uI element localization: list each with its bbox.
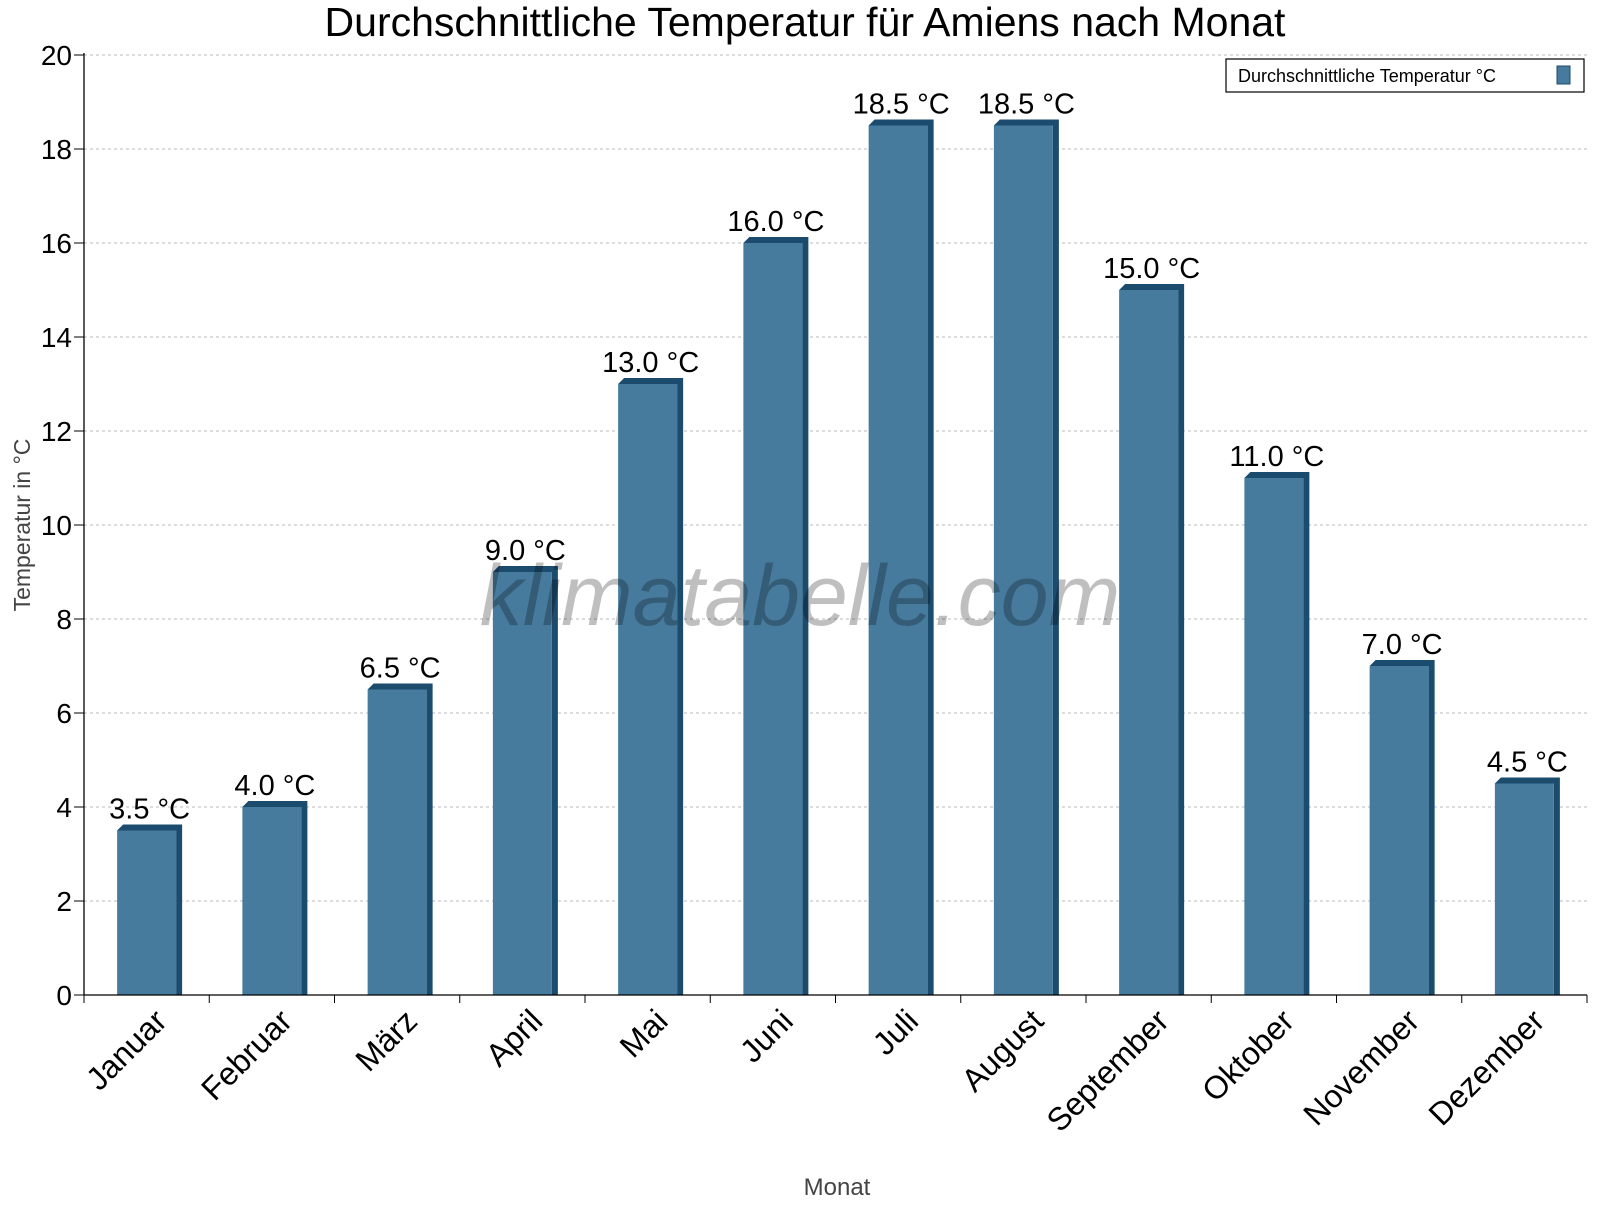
x-tick-label: April bbox=[479, 1002, 550, 1073]
y-tick-label: 0 bbox=[56, 980, 72, 1011]
data-label: 4.0 °C bbox=[234, 770, 315, 802]
legend: Durchschnittliche Temperatur °C bbox=[1225, 58, 1585, 93]
y-tick-label: 20 bbox=[41, 40, 72, 71]
data-label: 4.5 °C bbox=[1487, 747, 1568, 779]
legend-label: Durchschnittliche Temperatur °C bbox=[1238, 66, 1496, 86]
y-tick-label: 12 bbox=[41, 416, 72, 447]
y-tick-label: 8 bbox=[56, 604, 72, 635]
y-tick-label: 10 bbox=[41, 510, 72, 541]
bar bbox=[618, 384, 678, 995]
data-label: 7.0 °C bbox=[1362, 629, 1443, 661]
x-tick-label: März bbox=[348, 1002, 424, 1078]
data-label: 18.5 °C bbox=[853, 89, 950, 121]
gridlines bbox=[84, 54, 1587, 902]
data-label: 18.5 °C bbox=[978, 89, 1075, 121]
data-label: 15.0 °C bbox=[1103, 253, 1200, 285]
x-tick-label: Januar bbox=[79, 1002, 174, 1097]
legend-box bbox=[1225, 58, 1585, 93]
bar bbox=[242, 807, 302, 995]
bar bbox=[743, 243, 803, 995]
y-tick-label: 2 bbox=[56, 886, 72, 917]
bar bbox=[868, 125, 928, 995]
x-tick-label: August bbox=[954, 1002, 1050, 1098]
legend-swatch bbox=[1556, 65, 1571, 85]
x-tick-label: September bbox=[1039, 1002, 1175, 1138]
chart-title: Durchschnittliche Temperatur für Amiens … bbox=[325, 0, 1287, 45]
x-tick-label: Dezember bbox=[1421, 1002, 1551, 1132]
x-tick-label: Juli bbox=[866, 1002, 925, 1061]
y-axis-label: Temperatur in °C bbox=[9, 439, 35, 612]
x-axis-label: Monat bbox=[804, 1174, 871, 1200]
data-label: 11.0 °C bbox=[1229, 441, 1324, 473]
bar bbox=[1119, 290, 1179, 995]
bar bbox=[492, 572, 552, 995]
bar bbox=[1369, 666, 1429, 995]
watermark: klimatabelle.com bbox=[480, 548, 1120, 644]
x-tick-label: Juni bbox=[733, 1002, 800, 1069]
data-label: 9.0 °C bbox=[485, 535, 566, 567]
bar bbox=[1244, 478, 1304, 995]
y-tick-label: 14 bbox=[41, 322, 72, 353]
data-label: 3.5 °C bbox=[109, 794, 190, 826]
x-tick-label: Oktober bbox=[1195, 1002, 1301, 1108]
bar bbox=[367, 689, 427, 995]
y-tick-label: 6 bbox=[56, 698, 72, 729]
bar bbox=[117, 830, 177, 995]
y-tick-label: 4 bbox=[56, 792, 72, 823]
bars: 3.5 °C 4.0 °C 6.5 °C 9.0 °C 13.0 °C 16.0 °C 18… bbox=[109, 89, 1568, 995]
x-tick-label: Mai bbox=[613, 1002, 675, 1064]
x-tick-label: Februar bbox=[194, 1002, 299, 1107]
x-tick-label: November bbox=[1296, 1002, 1426, 1132]
y-tick-label: 18 bbox=[41, 134, 72, 165]
bar bbox=[993, 125, 1053, 995]
data-label: 13.0 °C bbox=[602, 347, 699, 379]
bar bbox=[1494, 783, 1554, 995]
y-tick-label: 16 bbox=[41, 228, 72, 259]
data-label: 16.0 °C bbox=[727, 206, 824, 238]
data-label: 6.5 °C bbox=[360, 653, 441, 685]
